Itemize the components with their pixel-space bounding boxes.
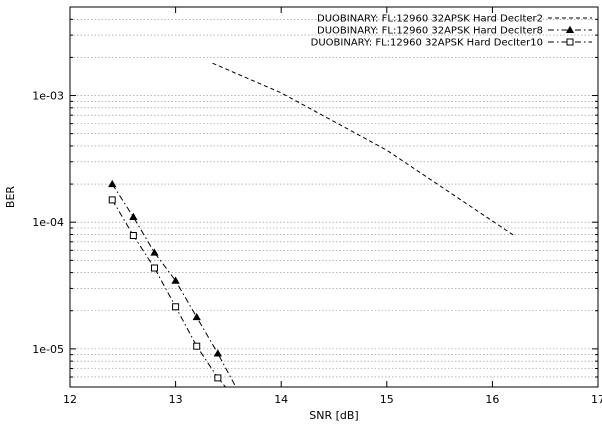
legend-entry-label: DUOBINARY: FL:12960 32APSK Hard DecIter2 bbox=[317, 14, 543, 25]
y-tick-label: 1e-04 bbox=[32, 216, 64, 229]
grid-lines bbox=[70, 6, 598, 388]
series-lines bbox=[108, 62, 514, 400]
series-3-point bbox=[108, 196, 116, 204]
series-2-point bbox=[235, 389, 242, 395]
series-2-point bbox=[192, 312, 201, 321]
series-2-point bbox=[129, 212, 138, 220]
series-3-point bbox=[193, 342, 201, 350]
x-tick-label: 13 bbox=[169, 393, 183, 406]
plot-frame bbox=[69, 6, 599, 388]
series-2-point bbox=[108, 179, 117, 188]
series-3-point bbox=[129, 232, 137, 240]
axis-ticks: 1e-05 1e-04 1e-03 12 13 14 15 16 17 bbox=[32, 6, 602, 406]
x-axis-label: SNR [dB] bbox=[309, 409, 358, 422]
legend-entry-label: DUOBINARY: FL:12960 32APSK Hard DecIter8 bbox=[317, 26, 543, 37]
series-1-line bbox=[212, 62, 514, 236]
legend-entry-label: DUOBINARY: FL:12960 32APSK Hard DecIter1… bbox=[311, 38, 543, 49]
series-3-point bbox=[231, 394, 237, 400]
series-1 bbox=[212, 62, 514, 236]
series-3-point bbox=[214, 374, 222, 382]
x-tick-label: 15 bbox=[380, 393, 394, 406]
series-3 bbox=[108, 196, 237, 400]
series-2-point bbox=[171, 276, 180, 284]
x-tick-label: 17 bbox=[591, 393, 602, 406]
legend: DUOBINARY: FL:12960 32APSK Hard DecIter2… bbox=[311, 14, 592, 49]
series-2-point bbox=[150, 248, 159, 256]
y-axis-label: BER bbox=[4, 186, 17, 208]
y-tick-label: 1e-03 bbox=[32, 90, 64, 103]
series-2 bbox=[108, 179, 242, 395]
y-tick-label: 1e-05 bbox=[32, 343, 64, 356]
series-3-point bbox=[172, 303, 180, 311]
series-2-point bbox=[213, 349, 222, 357]
legend-entry-marker bbox=[566, 38, 574, 46]
series-3-line bbox=[111, 199, 227, 387]
x-tick-label: 16 bbox=[485, 393, 499, 406]
x-tick-label: 14 bbox=[274, 393, 288, 406]
x-tick-label: 12 bbox=[63, 393, 77, 406]
legend-entry-marker bbox=[565, 25, 575, 34]
series-3-point bbox=[150, 264, 158, 272]
